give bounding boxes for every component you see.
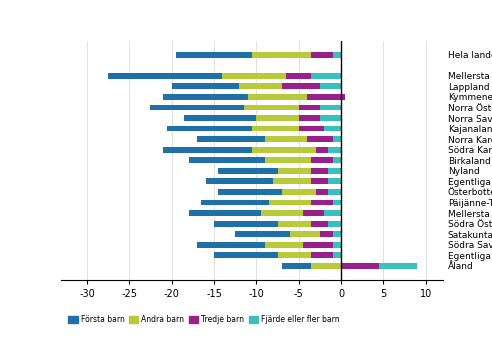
- Bar: [201, 199, 269, 205]
- Bar: [341, 94, 345, 100]
- Bar: [329, 221, 341, 226]
- Bar: [333, 157, 341, 163]
- Bar: [274, 178, 311, 184]
- Bar: [277, 252, 311, 258]
- Bar: [311, 252, 333, 258]
- Bar: [235, 231, 290, 237]
- Bar: [303, 242, 333, 248]
- Bar: [379, 263, 417, 269]
- Bar: [299, 115, 320, 121]
- Bar: [311, 73, 341, 79]
- Bar: [307, 136, 333, 142]
- Bar: [167, 126, 252, 132]
- Bar: [299, 105, 320, 110]
- Bar: [163, 147, 252, 153]
- Bar: [307, 94, 345, 100]
- Bar: [311, 221, 329, 226]
- Bar: [320, 105, 341, 110]
- Bar: [218, 189, 282, 195]
- Bar: [108, 73, 222, 79]
- Bar: [311, 263, 341, 269]
- Bar: [320, 231, 333, 237]
- Bar: [244, 105, 299, 110]
- Bar: [341, 263, 379, 269]
- Bar: [303, 210, 324, 216]
- Bar: [299, 126, 324, 132]
- Bar: [333, 136, 341, 142]
- Bar: [311, 168, 329, 174]
- Bar: [290, 231, 320, 237]
- Bar: [329, 147, 341, 153]
- Bar: [188, 210, 261, 216]
- Bar: [311, 178, 329, 184]
- Bar: [214, 221, 277, 226]
- Bar: [197, 136, 265, 142]
- Bar: [184, 115, 256, 121]
- Bar: [240, 84, 282, 89]
- Bar: [311, 52, 333, 58]
- Bar: [222, 73, 286, 79]
- Bar: [176, 52, 252, 58]
- Bar: [320, 84, 341, 89]
- Bar: [252, 52, 311, 58]
- Bar: [329, 178, 341, 184]
- Bar: [286, 73, 311, 79]
- Bar: [265, 242, 303, 248]
- Bar: [329, 189, 341, 195]
- Bar: [256, 115, 299, 121]
- Bar: [316, 189, 329, 195]
- Bar: [206, 178, 274, 184]
- Bar: [197, 242, 265, 248]
- Bar: [265, 157, 311, 163]
- Bar: [248, 94, 307, 100]
- Bar: [261, 210, 303, 216]
- Bar: [218, 168, 277, 174]
- Bar: [265, 136, 307, 142]
- Bar: [333, 199, 341, 205]
- Bar: [214, 252, 277, 258]
- Bar: [324, 210, 341, 216]
- Bar: [329, 168, 341, 174]
- Bar: [311, 199, 333, 205]
- Bar: [252, 147, 316, 153]
- Bar: [333, 52, 341, 58]
- Bar: [333, 231, 341, 237]
- Bar: [188, 157, 265, 163]
- Bar: [172, 84, 240, 89]
- Bar: [311, 157, 333, 163]
- Bar: [277, 221, 311, 226]
- Bar: [282, 189, 316, 195]
- Bar: [333, 242, 341, 248]
- Bar: [282, 84, 320, 89]
- Bar: [316, 147, 329, 153]
- Bar: [151, 105, 244, 110]
- Bar: [324, 126, 341, 132]
- Bar: [282, 263, 311, 269]
- Bar: [277, 168, 311, 174]
- Bar: [163, 94, 248, 100]
- Bar: [333, 252, 341, 258]
- Bar: [252, 126, 299, 132]
- Bar: [320, 115, 341, 121]
- Legend: Första barn, Andra barn, Tredje barn, Fjärde eller fler barn: Första barn, Andra barn, Tredje barn, Fj…: [65, 312, 342, 327]
- Bar: [269, 199, 311, 205]
